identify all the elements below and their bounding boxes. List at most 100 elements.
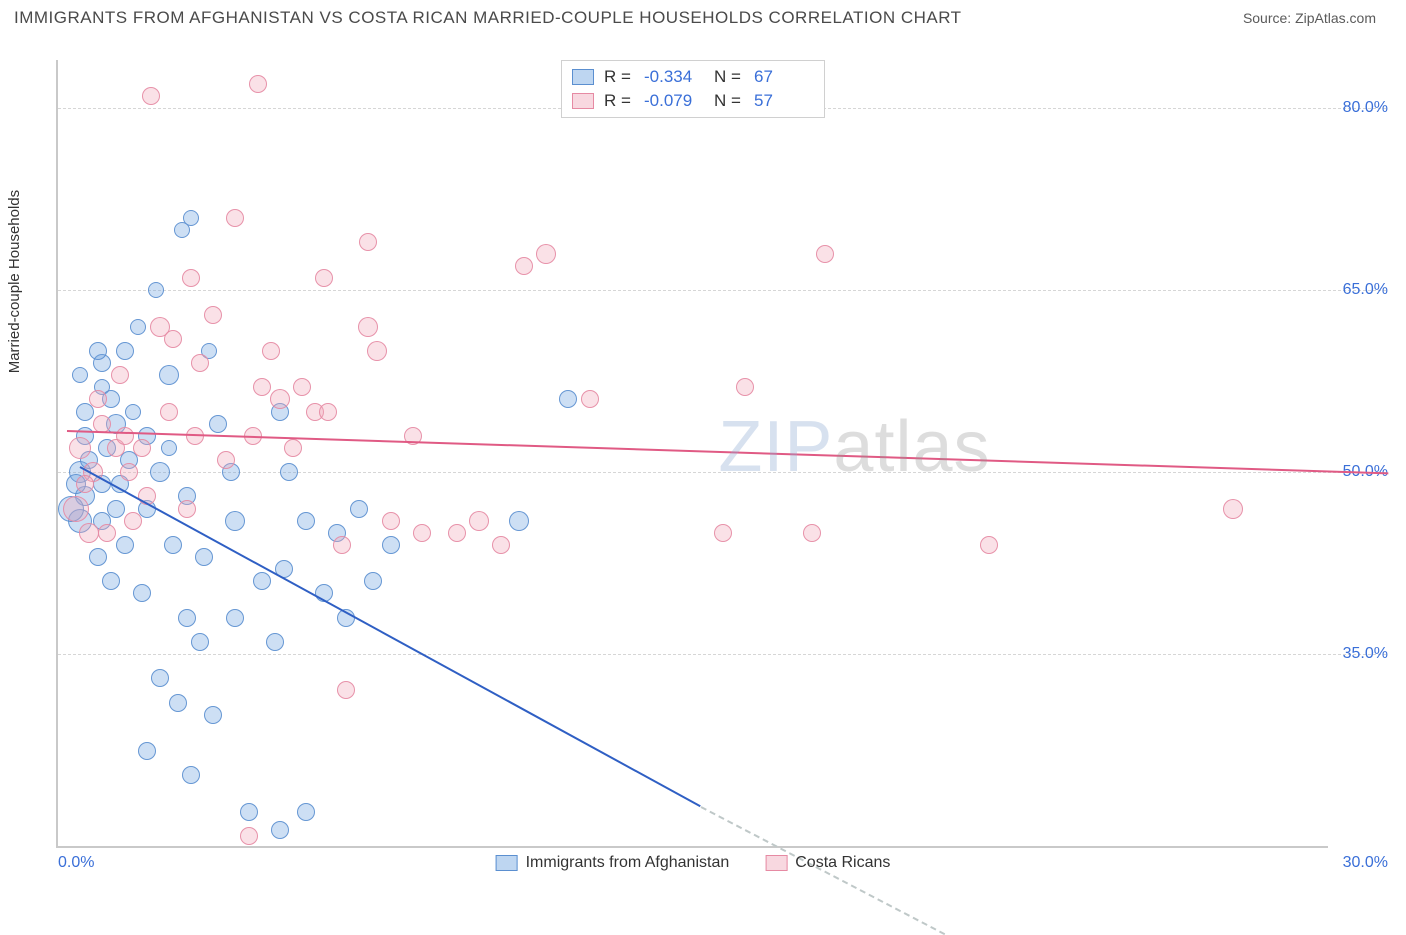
- legend-row-series-1: R = -0.334 N = 67: [572, 65, 814, 89]
- data-point: [714, 524, 732, 542]
- source-link[interactable]: ZipAtlas.com: [1295, 10, 1376, 26]
- data-point: [736, 378, 754, 396]
- r-value-series-1: -0.334: [644, 67, 704, 87]
- data-point: [240, 803, 258, 821]
- y-tick-label: 80.0%: [1343, 99, 1388, 117]
- data-point: [226, 209, 244, 227]
- data-point: [111, 366, 129, 384]
- data-point: [271, 821, 289, 839]
- data-point: [183, 210, 199, 226]
- r-label: R =: [604, 91, 634, 111]
- legend-item-series-2: Costa Ricans: [765, 854, 890, 872]
- data-point: [76, 475, 94, 493]
- data-point: [803, 524, 821, 542]
- data-point: [102, 572, 120, 590]
- watermark: ZIPatlas: [718, 406, 990, 488]
- data-point: [125, 404, 141, 420]
- data-point: [79, 523, 99, 543]
- data-point: [159, 365, 179, 385]
- legend-item-series-1: Immigrants from Afghanistan: [496, 854, 730, 872]
- data-point: [350, 500, 368, 518]
- data-point: [358, 317, 378, 337]
- data-point: [270, 389, 290, 409]
- data-point: [284, 439, 302, 457]
- watermark-zip: ZIP: [718, 407, 833, 487]
- data-point: [536, 244, 556, 264]
- data-point: [89, 390, 107, 408]
- r-label: R =: [604, 67, 634, 87]
- chart-title: IMMIGRANTS FROM AFGHANISTAN VS COSTA RIC…: [14, 8, 962, 28]
- data-point: [133, 439, 151, 457]
- data-point: [195, 548, 213, 566]
- plot-region: ZIPatlas R = -0.334 N = 67 R = -0.079 N …: [56, 60, 1328, 848]
- data-point: [98, 524, 116, 542]
- data-point: [178, 500, 196, 518]
- data-point: [204, 306, 222, 324]
- gridline: [58, 290, 1386, 291]
- data-point: [148, 282, 164, 298]
- data-point: [448, 524, 466, 542]
- data-point: [164, 536, 182, 554]
- legend-swatch-series-1: [496, 855, 518, 871]
- data-point: [204, 706, 222, 724]
- data-point: [253, 572, 271, 590]
- data-point: [169, 694, 187, 712]
- data-point: [509, 511, 529, 531]
- data-point: [816, 245, 834, 263]
- data-point: [182, 766, 200, 784]
- data-point: [89, 342, 107, 360]
- data-point: [69, 437, 91, 459]
- data-point: [164, 330, 182, 348]
- legend-swatch-series-1: [572, 69, 594, 85]
- data-point: [559, 390, 577, 408]
- x-tick-max: 30.0%: [1343, 854, 1388, 872]
- data-point: [191, 633, 209, 651]
- n-label: N =: [714, 91, 744, 111]
- data-point: [217, 451, 235, 469]
- data-point: [333, 536, 351, 554]
- watermark-atlas: atlas: [833, 407, 990, 487]
- data-point: [161, 440, 177, 456]
- data-point: [124, 512, 142, 530]
- n-value-series-1: 67: [754, 67, 814, 87]
- data-point: [266, 633, 284, 651]
- data-point: [191, 354, 209, 372]
- data-point: [116, 427, 134, 445]
- series-2-label: Costa Ricans: [795, 854, 890, 872]
- legend-swatch-series-2: [765, 855, 787, 871]
- gridline: [58, 654, 1386, 655]
- data-point: [182, 269, 200, 287]
- data-point: [178, 609, 196, 627]
- data-point: [980, 536, 998, 554]
- y-axis-label: Married-couple Households: [6, 190, 23, 373]
- data-point: [364, 572, 382, 590]
- data-point: [581, 390, 599, 408]
- data-point: [262, 342, 280, 360]
- data-point: [337, 681, 355, 699]
- data-point: [492, 536, 510, 554]
- data-point: [116, 536, 134, 554]
- data-point: [209, 415, 227, 433]
- data-point: [72, 367, 88, 383]
- data-point: [120, 463, 138, 481]
- data-point: [151, 669, 169, 687]
- data-point: [1223, 499, 1243, 519]
- data-point: [382, 536, 400, 554]
- data-point: [293, 378, 311, 396]
- data-point: [319, 403, 337, 421]
- legend-row-series-2: R = -0.079 N = 57: [572, 89, 814, 113]
- source-attribution: Source: ZipAtlas.com: [1243, 10, 1376, 26]
- data-point: [240, 827, 258, 845]
- data-point: [253, 378, 271, 396]
- data-point: [160, 403, 178, 421]
- n-value-series-2: 57: [754, 91, 814, 111]
- series-1-label: Immigrants from Afghanistan: [526, 854, 730, 872]
- data-point: [315, 269, 333, 287]
- gridline: [58, 472, 1386, 473]
- n-label: N =: [714, 67, 744, 87]
- data-point: [469, 511, 489, 531]
- regression-line: [67, 430, 1388, 474]
- data-point: [367, 341, 387, 361]
- data-point: [280, 463, 298, 481]
- data-point: [225, 511, 245, 531]
